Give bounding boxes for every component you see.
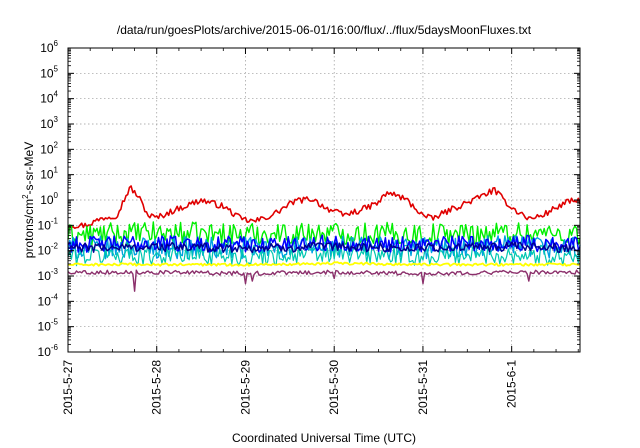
y-tick-label: 102 [40,140,58,156]
x-tick-label: 2015-6-1 [505,360,519,408]
x-tick-label: 2015-5-31 [416,360,430,415]
y-tick-label: 101 [40,166,58,182]
y-tick-label: 105 [40,64,58,80]
flux-series-line [67,269,581,292]
y-tick-label: 100 [40,191,58,207]
x-axis-label: Coordinated Universal Time (UTC) [232,431,416,445]
y-tick-label: 10-4 [38,292,59,308]
flux-series-line [67,261,581,267]
y-tick-label: 10-2 [38,242,59,258]
flux-series-line [67,221,581,247]
chart-title: /data/run/goesPlots/archive/2015-06-01/1… [117,23,532,37]
y-tick-label: 104 [40,90,58,106]
x-tick-label: 2015-5-28 [150,360,164,415]
x-tick-label: 2015-5-29 [238,360,252,415]
y-tick-label: 10-3 [38,267,59,283]
y-tick-label: 10-6 [38,343,59,359]
x-tick-label: 2015-5-30 [327,360,341,415]
flux-series-line [67,185,581,229]
series-lines [67,185,581,292]
y-tick-labels: 106 105 104 103 102 101 100 10-1 10-2 10-3 10-4 10-… [38,39,59,359]
axis-ticks [67,47,580,353]
y-axis-label: protons/cm2-s-sr-MeV [21,142,36,258]
grid [68,48,580,352]
y-tick-label: 10-1 [38,216,59,232]
x-tick-labels: 2015-5-27 2015-5-28 2015-5-29 2015-5-30 2015… [61,360,519,415]
y-tick-label: 103 [40,115,58,131]
y-tick-label: 106 [40,39,58,55]
x-tick-label: 2015-5-27 [61,360,75,415]
flux-series-line [67,241,581,254]
y-tick-label: 10-5 [38,318,59,334]
